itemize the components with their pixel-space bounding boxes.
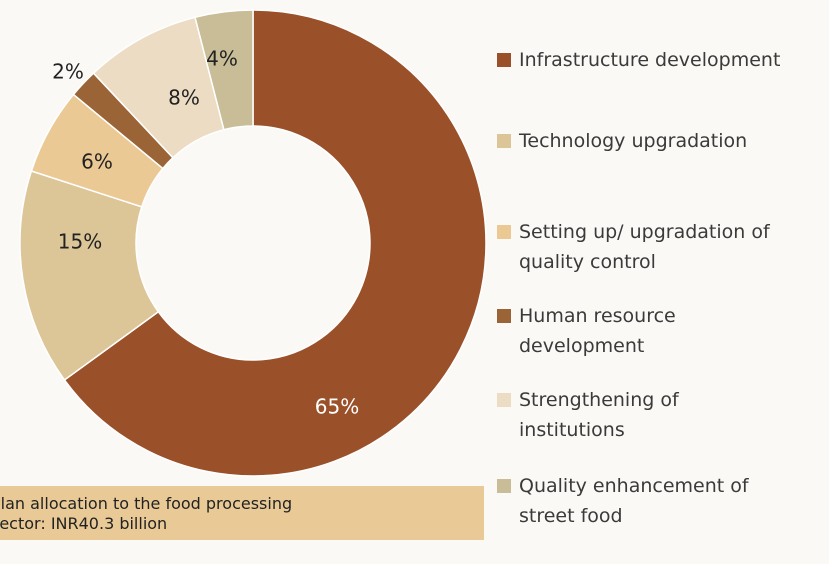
- data-label: 6%: [81, 150, 113, 174]
- legend-swatch: [497, 393, 511, 407]
- note-box: Plan allocation to the food processing s…: [0, 486, 484, 540]
- legend-swatch: [497, 309, 511, 323]
- data-label: 8%: [168, 86, 200, 110]
- legend-label: Infrastructure development: [519, 49, 781, 71]
- legend-item: Setting up/ upgradation of quality contr…: [497, 217, 797, 277]
- data-label: 2%: [52, 60, 84, 84]
- donut-segment: [63, 9, 487, 477]
- legend-label: Technology upgradation: [519, 130, 748, 152]
- legend-item: Strengthening of institutions: [497, 385, 727, 445]
- donut-segment: [194, 9, 254, 131]
- donut-segment: [19, 170, 160, 382]
- legend-label: Setting up/ upgradation of quality contr…: [519, 221, 770, 273]
- legend-swatch: [497, 53, 511, 67]
- legend-item: Technology upgradation: [497, 126, 817, 156]
- data-label: 4%: [206, 47, 238, 71]
- legend-label: Human resource development: [519, 305, 676, 357]
- data-label: 15%: [58, 230, 102, 254]
- legend-label: Strengthening of institutions: [519, 389, 679, 441]
- note: Plan allocation to the food processing s…: [0, 494, 293, 533]
- legend-label: Quality enhancement of street food: [519, 475, 749, 527]
- legend-item: Infrastructure development: [497, 45, 817, 75]
- legend-swatch: [497, 225, 511, 239]
- legend-swatch: [497, 134, 511, 148]
- legend-item: Quality enhancement of street food: [497, 471, 797, 531]
- legend-item: Human resource development: [497, 301, 727, 361]
- legend-swatch: [497, 479, 511, 493]
- data-label: 65%: [315, 395, 359, 419]
